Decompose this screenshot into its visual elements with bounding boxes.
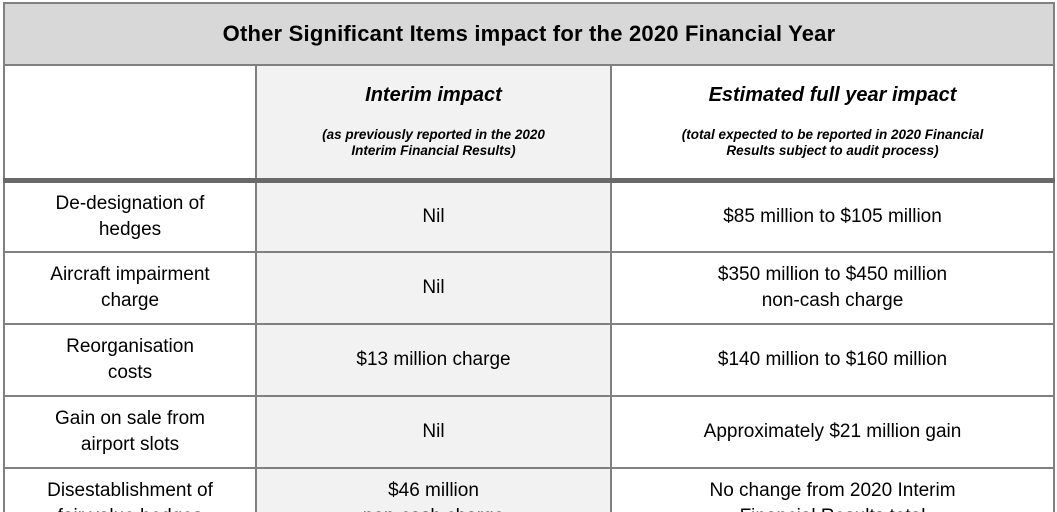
full-year-impact-column-header: Estimated full year impact (total expect… — [609, 63, 1056, 183]
full-year-impact-subheading: (total expected to be reported in 2020 F… — [681, 127, 984, 159]
interim-impact-cell: $46 million non-cash charge — [255, 467, 612, 512]
interim-impact-cell: $13 million charge — [255, 323, 612, 398]
interim-impact-subheading: (as previously reported in the 2020 Inte… — [322, 127, 545, 159]
row-label-cell: Aircraft impairment charge — [3, 251, 257, 326]
interim-impact-cell: Nil — [255, 251, 612, 326]
table-row: Gain on sale from airport slots Nil Appr… — [3, 395, 1056, 470]
table-row: Reorganisation costs $13 million charge … — [3, 323, 1056, 398]
row-label-cell: Disestablishment of fair value hedges — [3, 467, 257, 512]
table-row: De-designation of hedges Nil $85 million… — [3, 179, 1056, 254]
column-header-row: Interim impact (as previously reported i… — [3, 63, 1056, 183]
full-year-impact-cell: $350 million to $450 million non-cash ch… — [609, 251, 1056, 326]
full-year-impact-cell: $85 million to $105 million — [609, 179, 1056, 254]
full-year-impact-cell: Approximately $21 million gain — [609, 395, 1056, 470]
interim-impact-cell: Nil — [255, 179, 612, 254]
item-column-header — [3, 63, 257, 183]
row-label-cell: De-designation of hedges — [3, 179, 257, 254]
interim-impact-heading: Interim impact — [365, 84, 502, 106]
table-title: Other Significant Items impact for the 2… — [2, 2, 1056, 66]
table-row: Disestablishment of fair value hedges $4… — [3, 467, 1056, 512]
table-row: Aircraft impairment charge Nil $350 mill… — [3, 251, 1056, 326]
full-year-impact-cell: No change from 2020 Interim Financial Re… — [609, 467, 1056, 512]
title-row: Other Significant Items impact for the 2… — [2, 2, 1056, 66]
row-label-cell: Reorganisation costs — [3, 323, 257, 398]
full-year-impact-heading: Estimated full year impact — [708, 84, 957, 106]
interim-impact-column-header: Interim impact (as previously reported i… — [255, 63, 612, 183]
interim-impact-cell: Nil — [255, 395, 612, 470]
full-year-impact-cell: $140 million to $160 million — [609, 323, 1056, 398]
row-label-cell: Gain on sale from airport slots — [3, 395, 257, 470]
